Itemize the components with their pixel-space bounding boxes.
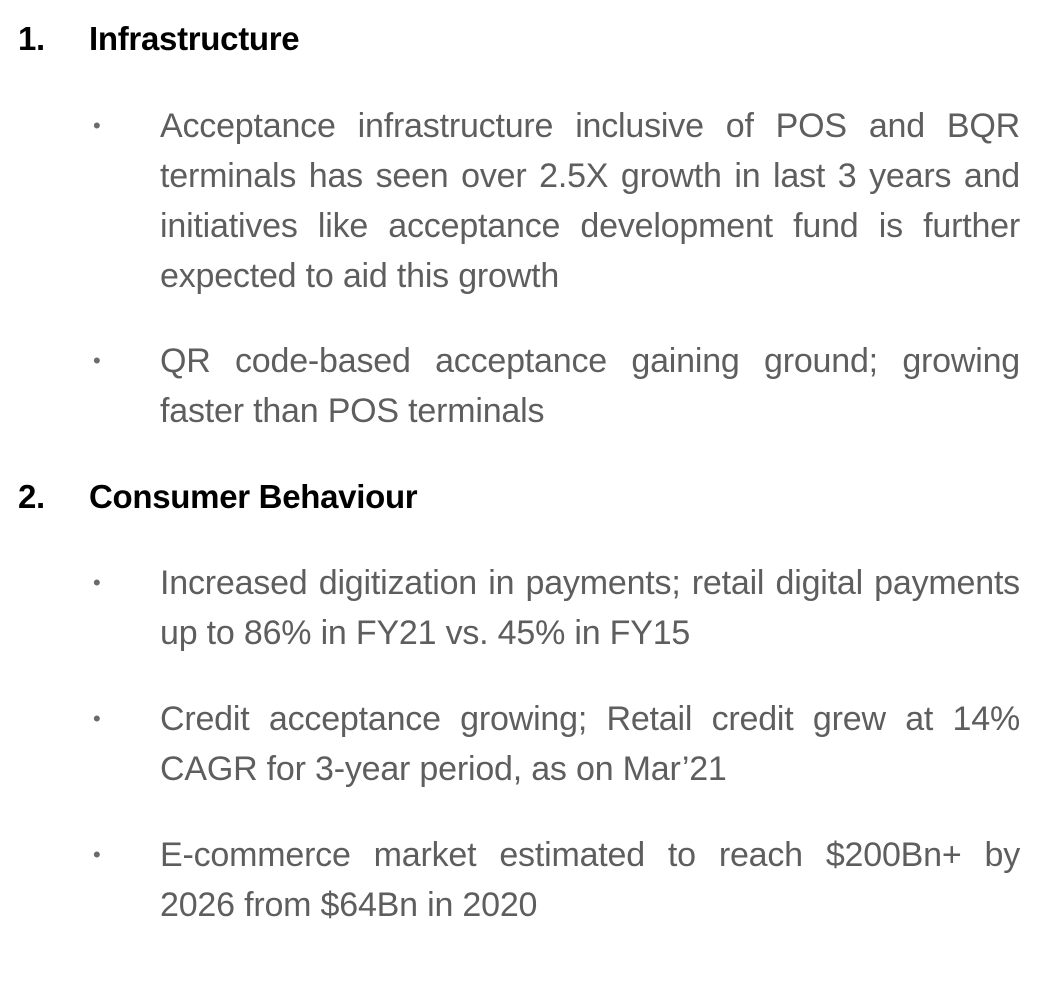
section-heading: 1. Infrastructure xyxy=(0,19,1056,59)
section-heading: 2. Consumer Behaviour xyxy=(0,477,1056,517)
bullet-marker: • xyxy=(93,842,101,867)
bullet-marker: • xyxy=(93,348,101,373)
bullet-marker: • xyxy=(93,113,101,138)
bullet-marker: • xyxy=(93,706,101,731)
section-number: 1. xyxy=(18,20,45,57)
bullet-text: Credit acceptance growing; Retail credit… xyxy=(160,700,1020,788)
bullet-text: Acceptance infrastructure inclusive of P… xyxy=(160,107,1020,295)
section-title: Consumer Behaviour xyxy=(89,478,418,515)
bullet-text: E-commerce market estimated to reach $20… xyxy=(160,836,1020,924)
bullet-text: Increased digitization in payments; reta… xyxy=(160,564,1020,652)
section-title: Infrastructure xyxy=(89,20,300,57)
bullet-marker: • xyxy=(93,570,101,595)
section-infrastructure: 1. Infrastructure xyxy=(0,19,1056,59)
bullet-text: QR code-based acceptance gaining ground;… xyxy=(160,342,1020,430)
section-consumer-behaviour: 2. Consumer Behaviour xyxy=(0,477,1056,517)
section-number: 2. xyxy=(18,478,45,515)
